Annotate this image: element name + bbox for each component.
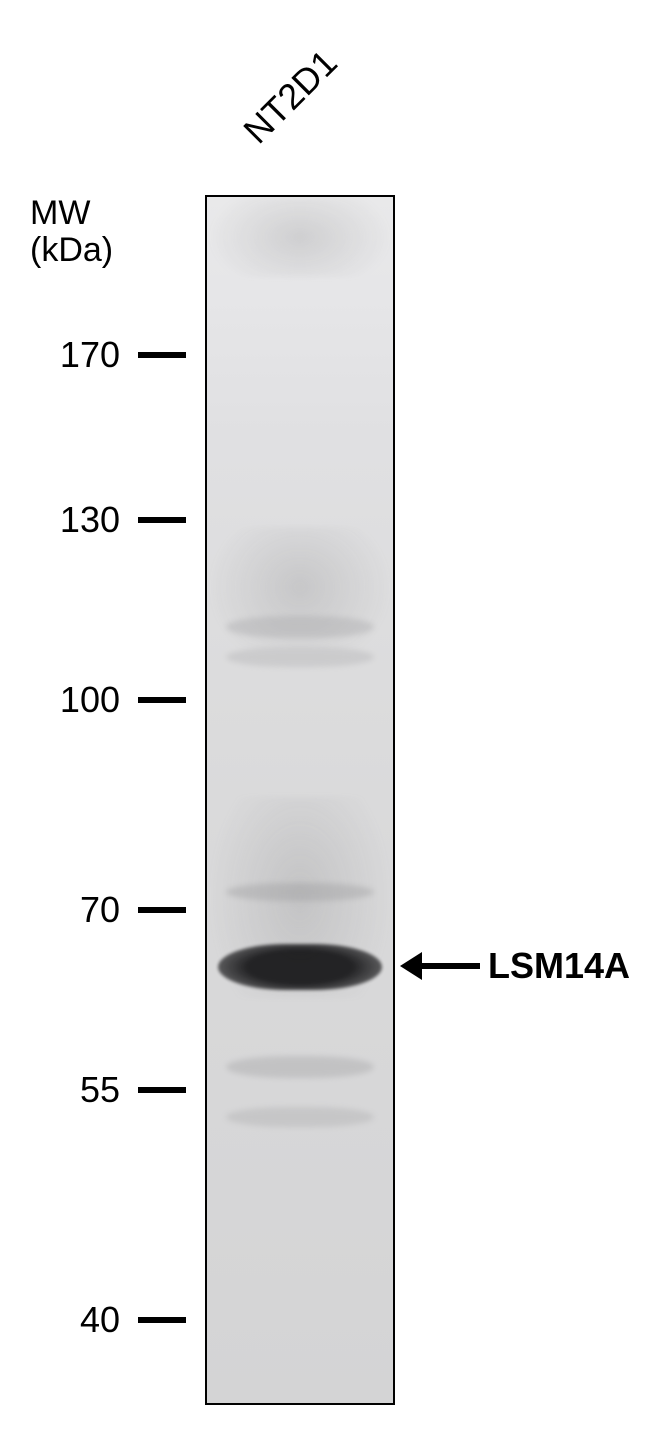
mw-marker-tick: [138, 352, 186, 358]
mw-marker: 40: [30, 1302, 186, 1338]
mw-marker-value: 55: [30, 1069, 120, 1111]
mw-marker: 55: [30, 1072, 186, 1108]
mw-marker: 70: [30, 892, 186, 928]
mw-marker-value: 100: [30, 679, 120, 721]
mw-marker: 100: [30, 682, 186, 718]
lane-content: [207, 197, 393, 1403]
lane-header: NT2D1: [235, 42, 345, 152]
target-name: LSM14A: [488, 945, 630, 987]
arrow-line: [422, 963, 480, 969]
arrow-head: [400, 952, 422, 980]
mw-marker-tick: [138, 1317, 186, 1323]
faint-band: [226, 616, 375, 638]
mw-marker-tick: [138, 697, 186, 703]
lane-frame: [205, 195, 395, 1405]
mw-axis-label: MW (kDa): [30, 195, 113, 270]
lane-smear: [207, 197, 393, 277]
mw-marker-value: 40: [30, 1299, 120, 1341]
mw-marker: 170: [30, 337, 186, 373]
faint-band: [226, 1056, 375, 1078]
arrow-left-icon: [400, 952, 480, 980]
mw-marker-tick: [138, 907, 186, 913]
mw-marker-value: 130: [30, 499, 120, 541]
faint-band: [226, 1107, 375, 1127]
western-blot-figure: MW (kDa) NT2D1 170 130 100 70 55 40 LSM14A: [0, 0, 650, 1442]
mw-text-line2: (kDa): [30, 231, 113, 269]
mw-marker-tick: [138, 1087, 186, 1093]
mw-text-line1: MW: [30, 194, 90, 232]
mw-marker-value: 70: [30, 889, 120, 931]
mw-marker-value: 170: [30, 334, 120, 376]
mw-marker-tick: [138, 517, 186, 523]
faint-band: [226, 883, 375, 901]
main-band: [218, 944, 382, 990]
target-band-label: LSM14A: [400, 945, 630, 987]
faint-band: [226, 647, 375, 667]
mw-marker: 130: [30, 502, 186, 538]
